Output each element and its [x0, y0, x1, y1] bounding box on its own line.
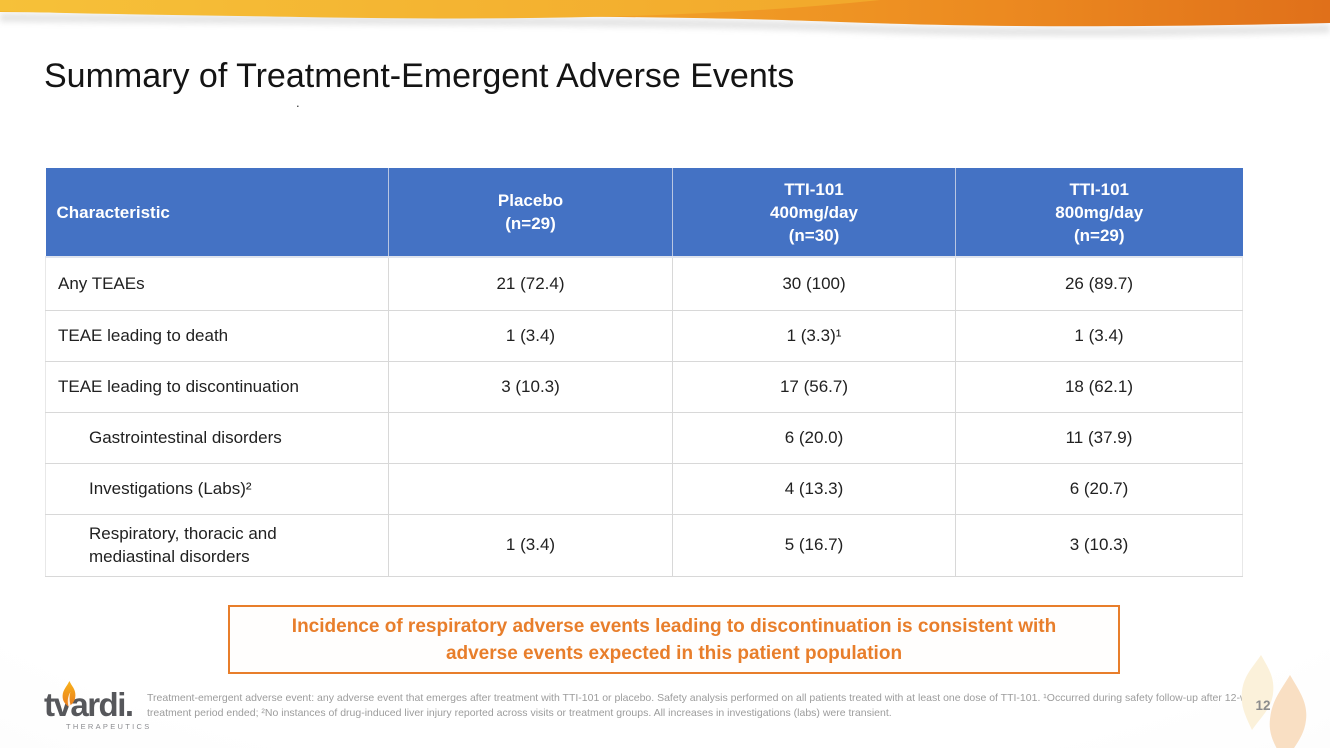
row-label: TEAE leading to death: [45, 310, 389, 362]
cell-value: [388, 463, 673, 515]
cell-value: 4 (13.3): [672, 463, 956, 515]
callout-text: Incidence of respiratory adverse events …: [291, 615, 1057, 664]
cell-value: 26 (89.7): [955, 257, 1243, 311]
tvardi-logo: tvardi. THERAPEUTICS: [44, 681, 154, 731]
column-header-placebo: Placebo (n=29): [388, 168, 673, 258]
cell-value: 11 (37.9): [955, 412, 1243, 464]
cell-value: 5 (16.7): [672, 514, 956, 577]
cell-value: [388, 412, 673, 464]
column-header-tti101-800: TTI-101 800mg/day (n=29): [955, 168, 1243, 258]
header-line: (n=29): [1073, 225, 1125, 245]
adverse-events-table: Characteristic Placebo (n=29) TTI-101 40…: [45, 168, 1243, 577]
row-label: Respiratory, thoracic and mediastinal di…: [45, 514, 389, 577]
cell-value: 30 (100): [672, 257, 956, 311]
column-header-tti101-400: TTI-101 400mg/day (n=30): [672, 168, 956, 258]
row-label: Gastrointestinal disorders: [45, 412, 389, 464]
stray-period: .: [296, 95, 300, 110]
cell-value: 3 (10.3): [388, 361, 673, 413]
footnote-text: Treatment-emergent adverse event: any ad…: [147, 692, 1265, 719]
logo-subtitle: THERAPEUTICS: [66, 722, 152, 731]
table-row-respiratory: Respiratory, thoracic and mediastinal di…: [45, 514, 1243, 577]
table-row-any-teaes: Any TEAEs 21 (72.4) 30 (100) 26 (89.7): [45, 257, 1243, 311]
cell-value: 6 (20.7): [955, 463, 1243, 515]
header-line: TTI-101: [784, 179, 844, 199]
flame-watermark-icon: [1241, 655, 1307, 748]
table-row-teae-discontinuation: TEAE leading to discontinuation 3 (10.3)…: [45, 361, 1243, 413]
cell-value: 1 (3.3)¹: [672, 310, 956, 362]
callout-box: Incidence of respiratory adverse events …: [228, 605, 1120, 674]
logo-brand-text: tvardi.: [44, 686, 134, 723]
cell-value: 21 (72.4): [388, 257, 673, 311]
header-line: (n=29): [505, 214, 556, 233]
table-row-investigations: Investigations (Labs)² 4 (13.3) 6 (20.7): [45, 463, 1243, 515]
header-line: 800mg/day: [1055, 202, 1144, 222]
band-gold-wave: [0, 0, 880, 19]
cell-value: 1 (3.4): [388, 310, 673, 362]
row-label: Any TEAEs: [45, 257, 389, 311]
cell-value: 6 (20.0): [672, 412, 956, 464]
watermark-flame-yellow: [1241, 655, 1274, 730]
row-label: Investigations (Labs)²: [45, 463, 389, 515]
table-row-teae-death: TEAE leading to death 1 (3.4) 1 (3.3)¹ 1…: [45, 310, 1243, 362]
flame-icon: [62, 681, 76, 707]
column-header-characteristic: Characteristic: [45, 168, 389, 258]
header-line: 400mg/day: [770, 202, 858, 222]
page-title: Summary of Treatment-Emergent Adverse Ev…: [44, 57, 795, 95]
header-line: Placebo: [497, 191, 564, 210]
page-number: 12: [1255, 698, 1271, 713]
logo-wordmark: tvardi.: [44, 681, 154, 723]
row-label: TEAE leading to discontinuation: [45, 361, 389, 413]
header-line: (n=30): [788, 225, 840, 245]
header-line: TTI-101: [1069, 179, 1130, 199]
table-row-gastrointestinal: Gastrointestinal disorders 6 (20.0) 11 (…: [45, 412, 1243, 464]
cell-value: 1 (3.4): [955, 310, 1243, 362]
cell-value: 17 (56.7): [672, 361, 956, 413]
cell-value: 3 (10.3): [955, 514, 1243, 577]
top-accent-band-icon: [0, 0, 1330, 37]
band-shadow: [0, 13, 1330, 37]
cell-value: 1 (3.4): [388, 514, 673, 577]
cell-value: 18 (62.1): [955, 361, 1243, 413]
watermark-flame-orange: [1269, 675, 1307, 748]
table-header-row: Characteristic Placebo (n=29) TTI-101 40…: [45, 168, 1243, 258]
